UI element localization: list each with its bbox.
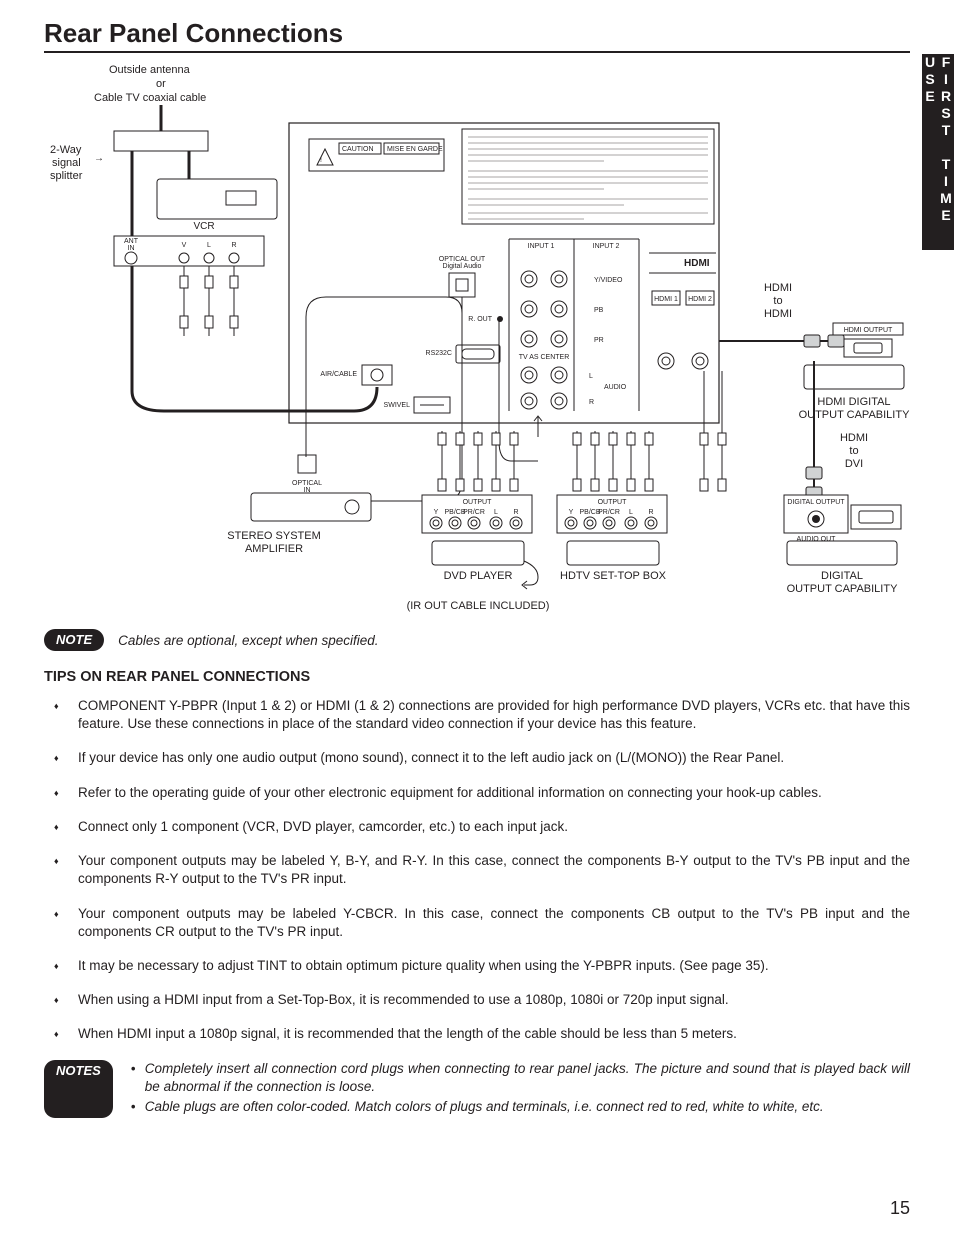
label-h2d1: HDMI (840, 432, 868, 444)
label-digcap2: OUTPUT CAPABILITY (787, 583, 899, 595)
label-ol1: L (494, 509, 498, 516)
list-item: When HDMI input a 1080p signal, it is re… (44, 1025, 910, 1043)
label-optical-out: OPTICAL OUT (439, 256, 486, 263)
label-ol2: L (629, 509, 633, 516)
list-item: When using a HDMI input from a Set-Top-B… (44, 991, 910, 1009)
label-rs232c: RS232C (426, 350, 452, 357)
page-title: Rear Panel Connections (44, 18, 910, 53)
label-stereo2: AMPLIFIER (245, 543, 303, 555)
label-input2: INPUT 2 (593, 243, 620, 250)
label-2way: 2-Way (50, 144, 82, 156)
label-hdmi1: HDMI 1 (654, 296, 678, 303)
label-input1: INPUT 1 (528, 243, 555, 250)
label-l: L (207, 242, 211, 249)
svg-text:!: ! (320, 157, 322, 164)
label-mise: MISE EN GARDE (387, 146, 443, 153)
list-item: It may be necessary to adjust TINT to ob… (44, 957, 910, 975)
label-splitter: splitter (50, 170, 83, 182)
label-hdmi-output: HDMI OUTPUT (844, 327, 893, 334)
label-output1: OUTPUT (463, 499, 493, 506)
label-opr1: PR/CR (463, 509, 485, 516)
label-h2h2: to (773, 295, 782, 307)
label-rout: R. OUT (468, 316, 492, 323)
label-h2d3: DVI (845, 458, 863, 470)
label-output2: OUTPUT (598, 499, 628, 506)
list-item: Connect only 1 component (VCR, DVD playe… (44, 818, 910, 836)
list-item: If your device has only one audio output… (44, 749, 910, 767)
side-tab-first-time-use: FIRST TIME USE (922, 54, 954, 250)
label-signal: signal (52, 157, 81, 169)
list-item: Your component outputs may be labeled Y,… (44, 852, 910, 888)
notes-pill: NOTES (44, 1060, 113, 1119)
label-or: or (156, 78, 166, 90)
label-antenna: Outside antenna (109, 64, 191, 76)
label-audio: AUDIO (604, 384, 627, 391)
page-number: 15 (890, 1198, 910, 1219)
tips-list: COMPONENT Y-PBPR (Input 1 & 2) or HDMI (… (44, 697, 910, 1044)
list-item: Completely insert all connection cord pl… (131, 1060, 910, 1096)
label-swivel: SWIVEL (384, 402, 411, 409)
label-yvideo: Y/VIDEO (594, 277, 623, 284)
label-r: R (231, 242, 236, 249)
label-oy1: Y (434, 509, 439, 516)
note-pill: NOTE (44, 629, 104, 651)
label-or1: R (513, 509, 518, 516)
label-audl: L (589, 373, 593, 380)
rca-cables-vcr (180, 266, 238, 336)
label-opr2: PR/CR (598, 509, 620, 516)
list-item: Cable plugs are often color-coded. Match… (131, 1098, 910, 1116)
label-hdmi-dig1: HDMI DIGITAL (817, 396, 890, 408)
label-coax: Cable TV coaxial cable (94, 92, 206, 104)
label-in: IN (128, 245, 135, 252)
label-audr: R (589, 399, 594, 406)
label-vcr: VCR (193, 221, 214, 232)
label-h2d2: to (849, 445, 858, 457)
label-hdtv: HDTV SET-TOP BOX (560, 570, 667, 582)
list-item: Your component outputs may be labeled Y-… (44, 905, 910, 941)
label-h2h3: HDMI (764, 308, 792, 320)
list-item: COMPONENT Y-PBPR (Input 1 & 2) or HDMI (… (44, 697, 910, 733)
list-item: Refer to the operating guide of your oth… (44, 784, 910, 802)
label-hdmi-dig2: OUTPUT CAPABILITY (799, 409, 910, 421)
label-tvcenter: TV AS CENTER (519, 354, 570, 361)
label-digital-audio: Digital Audio (443, 263, 482, 270)
label-pr: PR (594, 337, 604, 344)
label-aircable: AIR/CABLE (320, 371, 357, 378)
label-digout: DIGITAL OUTPUT (787, 499, 845, 506)
label-optin: OPTICAL (292, 480, 322, 487)
label-digcap1: DIGITAL (821, 570, 863, 582)
component-cables-right (573, 431, 653, 491)
label-hdmi2: HDMI 2 (688, 296, 712, 303)
label-dvd: DVD PLAYER (444, 570, 513, 582)
label-ir: (IR OUT CABLE INCLUDED) (407, 600, 550, 612)
notes-list: Completely insert all connection cord pl… (131, 1060, 910, 1119)
label-caution: CAUTION (342, 146, 374, 153)
label-or2: R (648, 509, 653, 516)
rear-panel-diagram: Outside antenna or Cable TV coaxial cabl… (44, 61, 910, 621)
label-arrow: → (94, 153, 104, 164)
label-h2h1: HDMI (764, 282, 792, 294)
component-cables-left (438, 431, 518, 491)
note-text: Cables are optional, except when specifi… (118, 633, 378, 648)
label-hdmi-logo: HDMI (684, 258, 710, 269)
label-oy2: Y (569, 509, 574, 516)
tips-heading: TIPS ON REAR PANEL CONNECTIONS (44, 669, 910, 685)
label-ant: ANT (124, 238, 139, 245)
label-pb: PB (594, 307, 604, 314)
label-stereo1: STEREO SYSTEM (227, 530, 321, 542)
label-v: V (182, 242, 187, 249)
